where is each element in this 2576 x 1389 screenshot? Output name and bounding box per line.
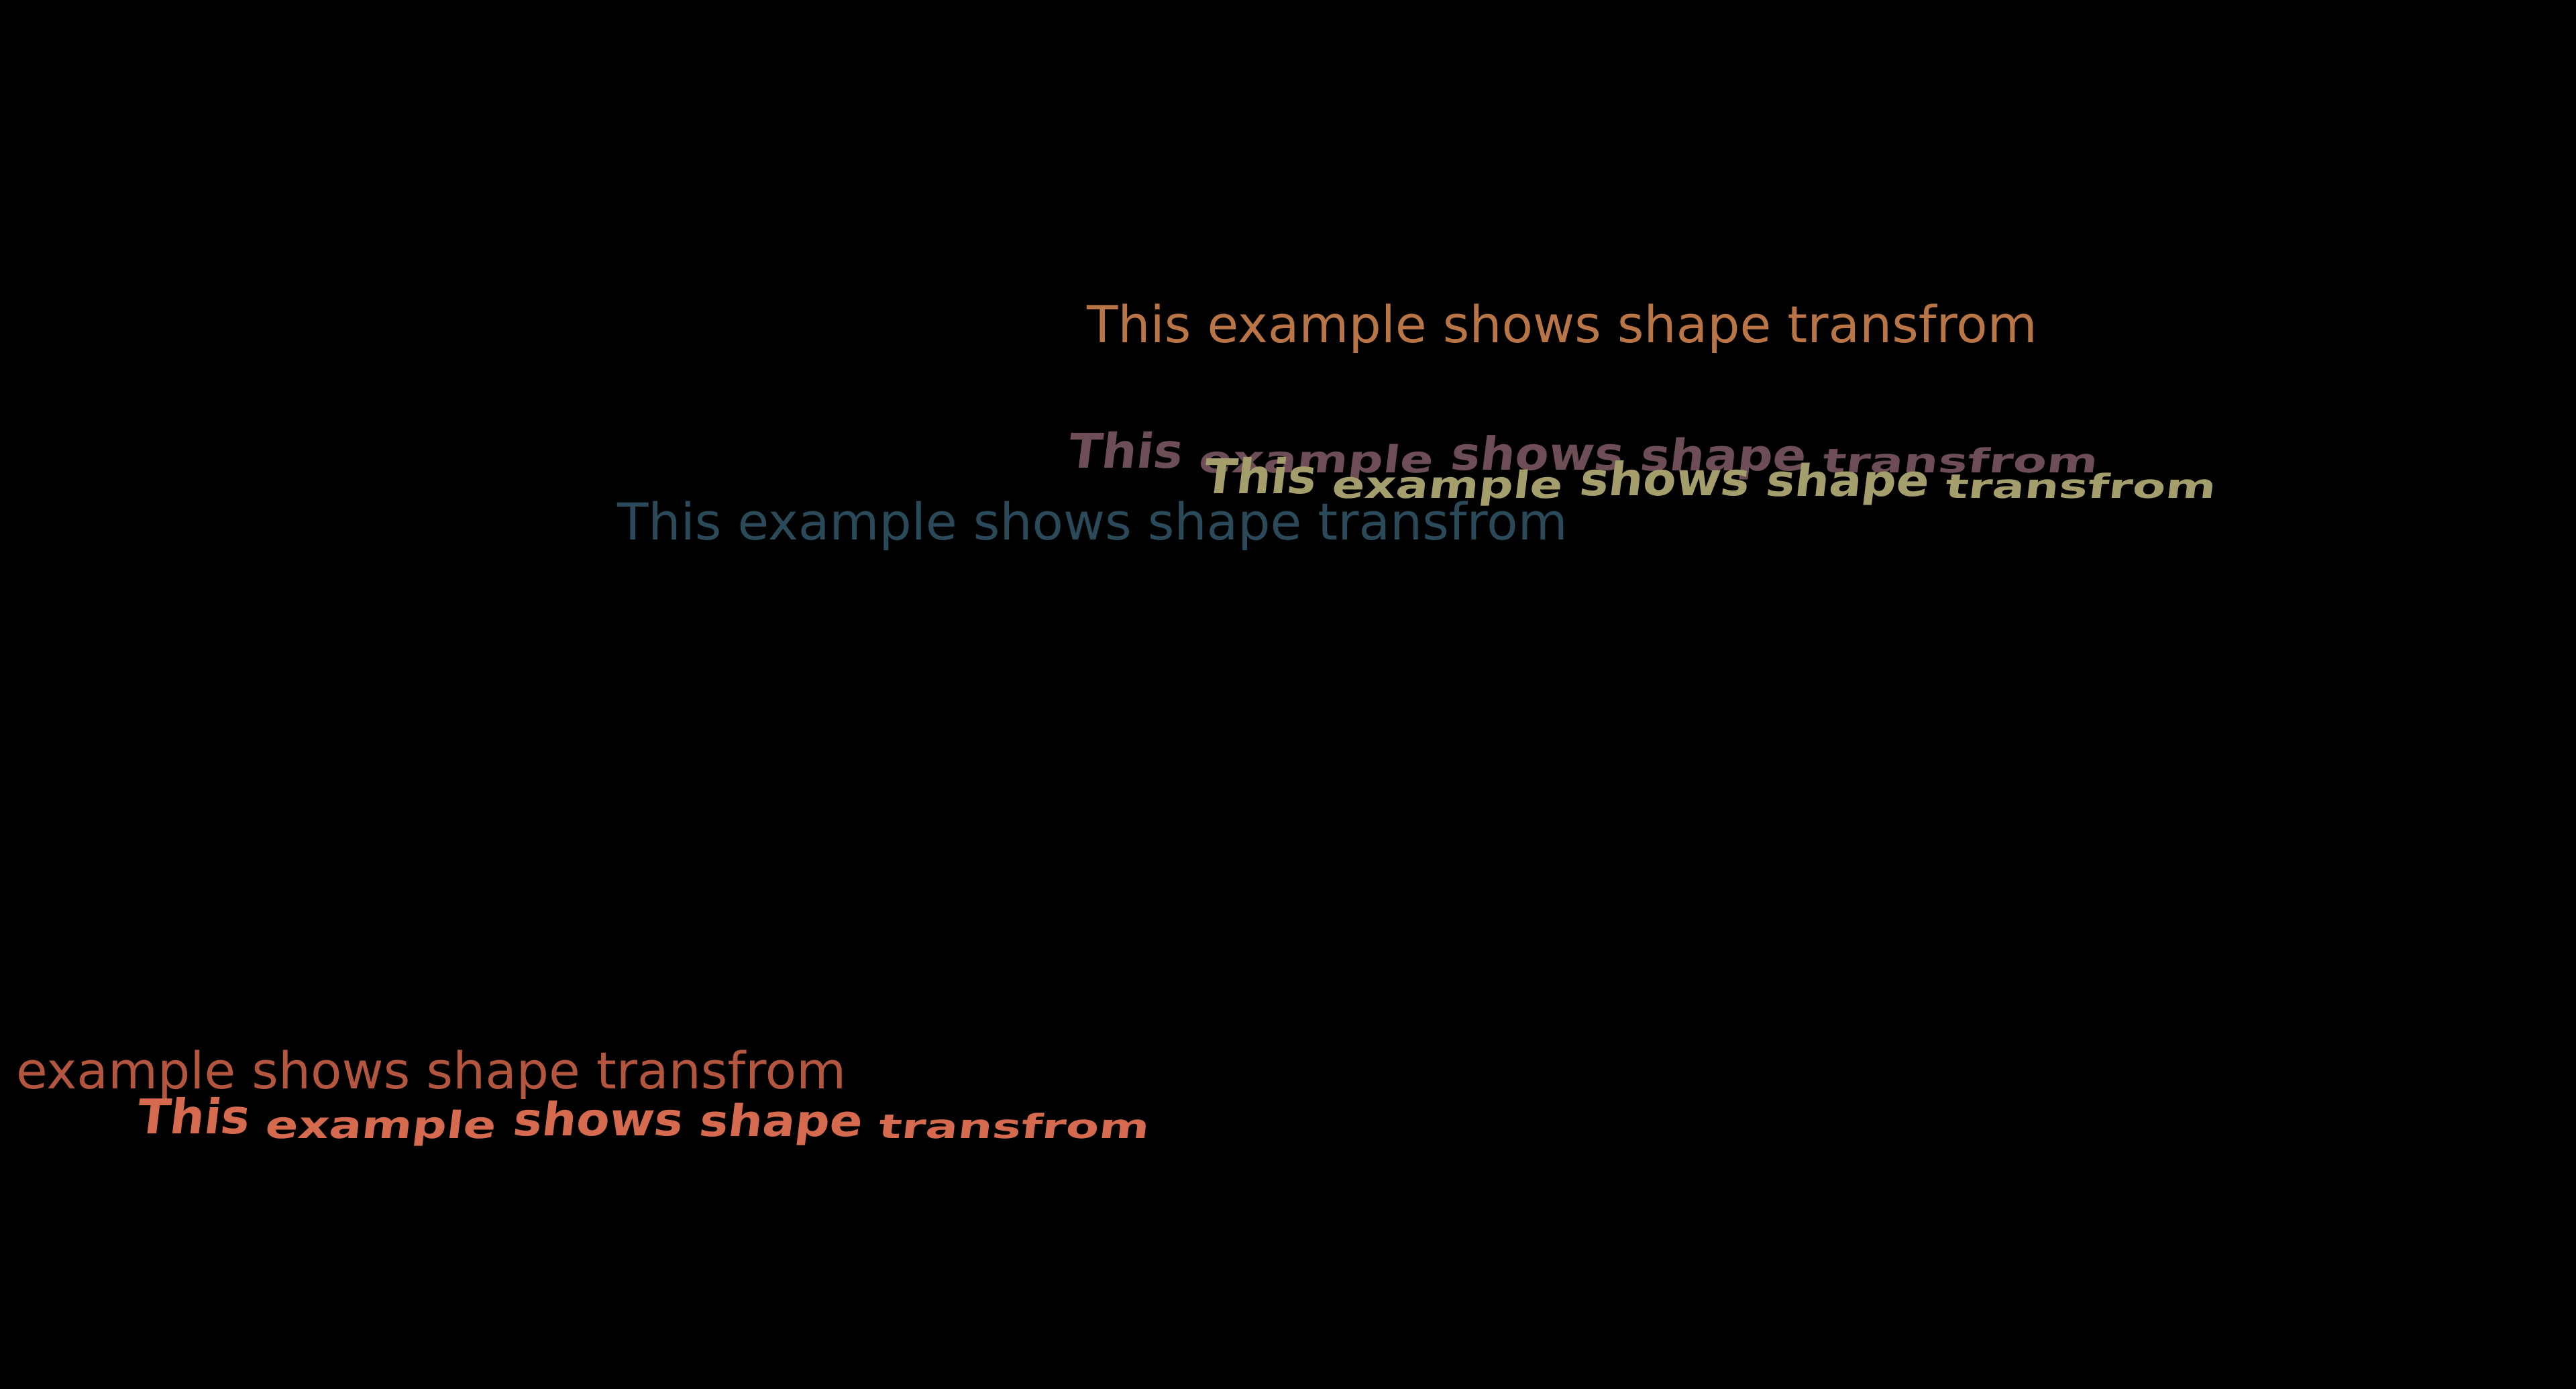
morphed-word: shows (510, 1092, 687, 1147)
caption-text: This example shows shape transfrom (617, 492, 1568, 552)
morphed-word: transfrom (876, 1107, 1152, 1146)
morphed-word: shape (1763, 455, 1933, 507)
caption-text: This example shows shape transfrom (1087, 295, 2037, 354)
morphed-word: This (133, 1088, 254, 1145)
morphed-text: This example shows shape transfrom (134, 1088, 1152, 1147)
morphed-word: shows (1576, 452, 1754, 507)
morphed-word: transfrom (1943, 466, 2219, 506)
morphed-word: example (263, 1102, 499, 1147)
morphed-word: shape (696, 1095, 866, 1147)
caption-text: example shows shape transfrom (16, 1041, 847, 1100)
morphed-word: This (1065, 423, 1187, 480)
